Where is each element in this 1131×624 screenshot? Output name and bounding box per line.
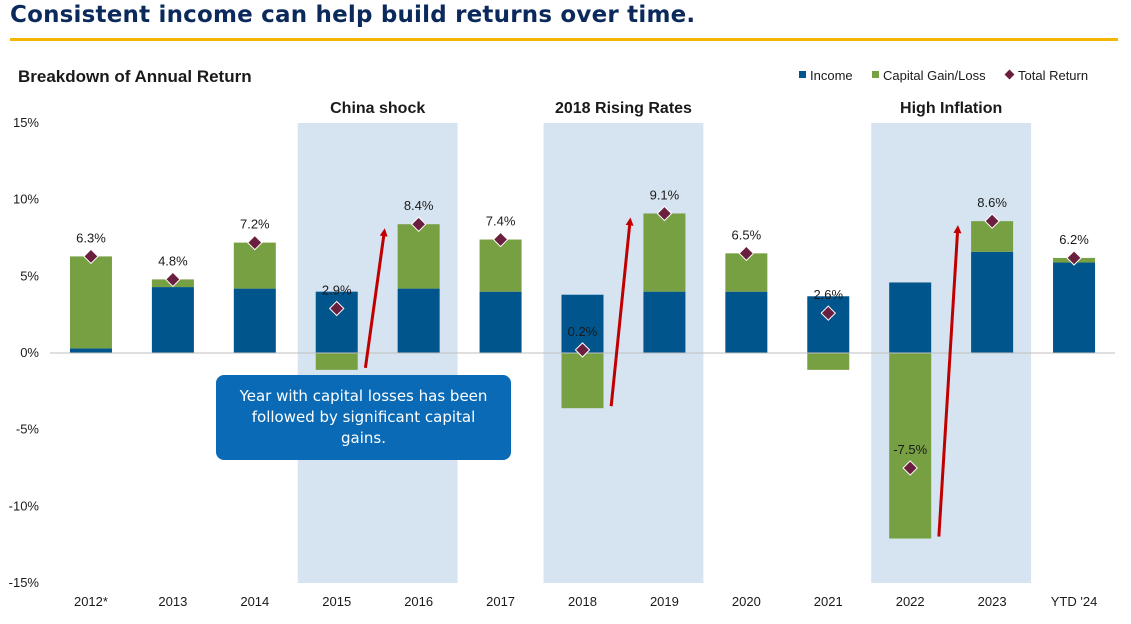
total-return-marker-ytd-24 <box>1066 250 1082 266</box>
x-tick-label-2022: 2022 <box>896 594 925 609</box>
bar-capital-loss-2021 <box>807 353 850 370</box>
total-return-label-2021: 2.6% <box>813 287 843 302</box>
x-tick-label-2023: 2023 <box>978 594 1007 609</box>
chart-title: Breakdown of Annual Return <box>18 67 252 86</box>
y-tick-label: 0% <box>20 345 39 360</box>
y-tick-label: -15% <box>9 575 40 590</box>
x-tick-label-ytd-24: YTD '24 <box>1051 594 1098 609</box>
page-title: Consistent income can help build returns… <box>10 2 696 28</box>
total-return-label-2015: 2.9% <box>322 283 352 298</box>
bar-income-2014 <box>233 288 276 353</box>
y-tick-label: 10% <box>13 192 39 207</box>
total-return-marker-2014 <box>247 234 263 251</box>
legend-swatch-capital-gain-loss <box>872 71 879 78</box>
x-tick-label-2021: 2021 <box>814 594 843 609</box>
total-return-label-2013: 4.8% <box>158 253 188 268</box>
x-tick-label-2017: 2017 <box>486 594 515 609</box>
total-return-label-2017: 7.4% <box>486 214 516 229</box>
y-tick-label: -10% <box>9 498 40 513</box>
x-tick-label-2020: 2020 <box>732 594 761 609</box>
legend-swatch-total-return <box>1004 69 1015 80</box>
x-tick-label-2013: 2013 <box>158 594 187 609</box>
bar-income-2019 <box>643 291 686 353</box>
bar-capital-gain-2019 <box>643 213 686 292</box>
region-label-2018-rising-rates: 2018 Rising Rates <box>555 100 692 117</box>
total-return-marker-2021 <box>820 305 837 321</box>
bar-income-2013 <box>151 287 194 353</box>
bar-capital-loss-2018 <box>561 353 604 409</box>
bar-income-2023 <box>971 251 1014 353</box>
total-return-label-2020: 6.5% <box>732 227 762 242</box>
x-tick-label-2018: 2018 <box>568 594 597 609</box>
x-tick-label-2012: 2012* <box>74 594 108 609</box>
callout-box: Year with capital losses has been follow… <box>216 375 511 460</box>
legend-label-capital-gain-loss: Capital Gain/Loss <box>883 68 986 83</box>
total-return-marker-2018 <box>574 342 591 358</box>
bar-income-ytd-24 <box>1053 262 1096 353</box>
legend-swatch-income <box>799 71 806 78</box>
bar-income-2017 <box>479 291 522 353</box>
total-return-label-2014: 7.2% <box>240 217 270 232</box>
x-tick-label-2016: 2016 <box>404 594 433 609</box>
bar-capital-gain-2016 <box>397 224 440 289</box>
bar-capital-gain-2012 <box>69 256 112 349</box>
y-tick-label: -5% <box>16 422 40 437</box>
total-return-label-2012: 6.3% <box>76 230 106 245</box>
bar-income-2020 <box>725 291 768 353</box>
total-return-label-2018: 0.2% <box>568 324 598 339</box>
bar-income-2022 <box>889 282 932 353</box>
total-return-label-ytd-24: 6.2% <box>1059 232 1089 247</box>
arrow-2022-to-2023 <box>937 225 962 537</box>
total-return-marker-2019 <box>656 205 673 222</box>
y-tick-label: 5% <box>20 268 39 283</box>
title-underline <box>10 38 1118 41</box>
legend-label-income: Income <box>810 68 853 83</box>
chart-legend: Income Capital Gain/Loss Total Return <box>799 68 1088 83</box>
arrow-2015-to-2016 <box>363 228 388 369</box>
region-label-china-shock: China shock <box>330 100 425 117</box>
bar-capital-loss-2022 <box>889 353 932 539</box>
region-label-high-inflation: High Inflation <box>900 100 1002 117</box>
total-return-marker-2017 <box>492 231 509 248</box>
arrow-2018-to-2019 <box>609 217 634 407</box>
bar-capital-gain-2017 <box>479 239 522 292</box>
total-return-label-2022: -7.5% <box>893 442 927 457</box>
total-return-label-2019: 9.1% <box>650 187 680 202</box>
total-return-marker-2020 <box>738 245 755 262</box>
total-return-marker-2022 <box>902 460 918 476</box>
legend-label-total-return: Total Return <box>1018 68 1088 83</box>
bar-capital-loss-2015 <box>315 353 358 370</box>
total-return-marker-2013 <box>165 271 181 288</box>
bar-income-2016 <box>397 288 440 353</box>
y-tick-label: 15% <box>13 115 39 130</box>
total-return-marker-2023 <box>984 213 1000 229</box>
total-return-label-2016: 8.4% <box>404 198 434 213</box>
x-tick-label-2014: 2014 <box>240 594 269 609</box>
bar-income-2021 <box>807 296 850 353</box>
total-return-label-2023: 8.6% <box>977 195 1007 210</box>
total-return-marker-2016 <box>410 216 427 232</box>
x-tick-label-2019: 2019 <box>650 594 679 609</box>
x-tick-label-2015: 2015 <box>322 594 351 609</box>
bar-income-2012 <box>69 348 112 353</box>
total-return-marker-2012 <box>83 248 99 265</box>
total-return-marker-2015 <box>328 300 345 317</box>
